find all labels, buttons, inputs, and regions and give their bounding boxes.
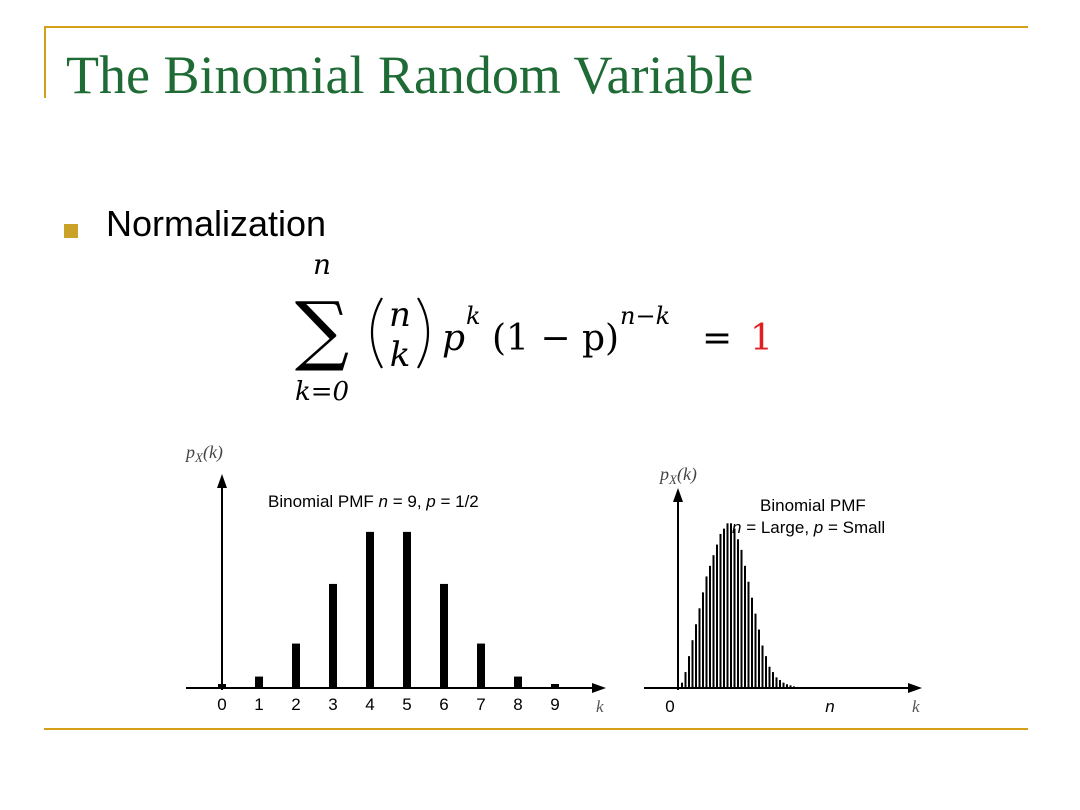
chart-annotation-line1: Binomial PMF bbox=[760, 496, 866, 515]
bar-25 bbox=[768, 666, 771, 688]
p-exponent: k bbox=[466, 302, 481, 330]
tick-label-4: 4 bbox=[365, 695, 374, 714]
one-minus-p-factor: (1 − p) bbox=[492, 318, 619, 359]
bottom-rule bbox=[44, 728, 1028, 730]
y-axis-arrow-icon bbox=[217, 474, 227, 488]
bar-0 bbox=[681, 682, 683, 688]
bar-9 bbox=[712, 555, 715, 688]
binom-top: n bbox=[389, 295, 411, 335]
tick-labels: 0 1 2 3 4 5 6 7 8 9 bbox=[217, 695, 559, 714]
bar-13 bbox=[726, 523, 729, 688]
bar-34 bbox=[800, 687, 802, 688]
bar-k-9 bbox=[551, 684, 559, 688]
binom-left-paren bbox=[371, 297, 383, 369]
left-rule bbox=[44, 26, 46, 98]
bar-k-4 bbox=[366, 531, 374, 688]
bar-10 bbox=[716, 544, 718, 688]
binom-right-paren bbox=[417, 297, 429, 369]
bar-15 bbox=[733, 528, 736, 688]
y-axis-arrow-icon bbox=[673, 488, 683, 502]
bar-27 bbox=[775, 677, 778, 688]
sum-lower-limit: k=0 bbox=[295, 377, 349, 407]
bar-31 bbox=[789, 685, 792, 688]
top-rule bbox=[44, 26, 1028, 28]
bar-k-1 bbox=[255, 676, 263, 688]
p-base: p bbox=[442, 318, 465, 359]
bar-k-3 bbox=[329, 583, 337, 688]
tick-label-8: 8 bbox=[513, 695, 522, 714]
bar-29 bbox=[782, 682, 785, 688]
y-axis-label: pX(k) bbox=[184, 442, 223, 465]
bar-21 bbox=[754, 613, 757, 688]
bar-18 bbox=[744, 565, 746, 688]
bar-14 bbox=[730, 523, 732, 688]
bullet-marker-icon bbox=[64, 224, 78, 238]
tick-label-2: 2 bbox=[291, 695, 300, 714]
bar-8 bbox=[709, 565, 711, 688]
bar-33 bbox=[796, 686, 799, 688]
tick-label-7: 7 bbox=[476, 695, 485, 714]
rhs-value: 1 bbox=[750, 318, 773, 359]
binomial-pmf-chart-large-n: pX(k) k Binomial PMF n = Large, p = Smal… bbox=[644, 464, 922, 716]
bar-k-2 bbox=[292, 643, 300, 688]
bar-6 bbox=[702, 592, 704, 688]
sum-upper-limit: n bbox=[313, 248, 331, 281]
bars bbox=[681, 523, 802, 688]
bar-k-6 bbox=[440, 583, 448, 688]
x-axis-arrow-icon bbox=[908, 683, 922, 693]
tick-label-5: 5 bbox=[402, 695, 411, 714]
bar-24 bbox=[765, 656, 767, 688]
sum-symbol: ∑ bbox=[295, 285, 349, 374]
tick-label-9: 9 bbox=[550, 695, 559, 714]
bar-k-7 bbox=[477, 643, 485, 688]
tick-label-n: n bbox=[825, 697, 834, 716]
bar-17 bbox=[740, 549, 743, 688]
bar-5 bbox=[698, 608, 701, 688]
equals-sign: = bbox=[702, 318, 732, 359]
tick-label-0: 0 bbox=[217, 695, 226, 714]
binomial-pmf-chart-n9: pX(k) k Binomial PMF n = 9, p = 1/2 0 1 2 3… bbox=[184, 442, 606, 716]
bar-23 bbox=[761, 645, 764, 688]
bar-28 bbox=[779, 680, 781, 688]
bar-20 bbox=[751, 597, 753, 688]
bar-2 bbox=[688, 656, 690, 688]
bar-16 bbox=[737, 539, 739, 688]
binom-bottom: k bbox=[390, 335, 411, 375]
tick-label-3: 3 bbox=[328, 695, 337, 714]
tick-label-0: 0 bbox=[665, 697, 674, 716]
bar-7 bbox=[705, 576, 708, 688]
bar-32 bbox=[793, 686, 795, 688]
bar-12 bbox=[723, 528, 725, 688]
bar-30 bbox=[786, 684, 788, 688]
factor-exponent: n−k bbox=[620, 302, 670, 330]
bar-11 bbox=[719, 533, 722, 688]
tick-label-1: 1 bbox=[254, 695, 263, 714]
tick-label-6: 6 bbox=[439, 695, 448, 714]
x-axis-label: k bbox=[596, 697, 604, 716]
normalization-formula: n ∑ k=0 n k p k (1 − p) n−k = 1 bbox=[295, 248, 773, 407]
bar-k-8 bbox=[514, 676, 522, 688]
bars bbox=[218, 531, 559, 688]
chart-annotation-line2: n = Large, p = Small bbox=[732, 518, 885, 537]
x-axis-label: k bbox=[912, 697, 920, 716]
bar-1 bbox=[684, 672, 687, 688]
x-axis-arrow-icon bbox=[592, 683, 606, 693]
y-axis-label: pX(k) bbox=[658, 464, 697, 487]
bar-k-5 bbox=[403, 531, 411, 688]
slide-title: The Binomial Random Variable bbox=[66, 45, 754, 105]
bar-19 bbox=[747, 581, 750, 688]
bar-22 bbox=[758, 629, 760, 688]
bar-26 bbox=[772, 672, 774, 688]
bar-3 bbox=[691, 640, 694, 688]
bar-4 bbox=[695, 624, 697, 688]
bar-k-0 bbox=[218, 684, 226, 688]
bullet-text: Normalization bbox=[106, 203, 327, 244]
chart-annotation: Binomial PMF n = 9, p = 1/2 bbox=[268, 492, 479, 511]
